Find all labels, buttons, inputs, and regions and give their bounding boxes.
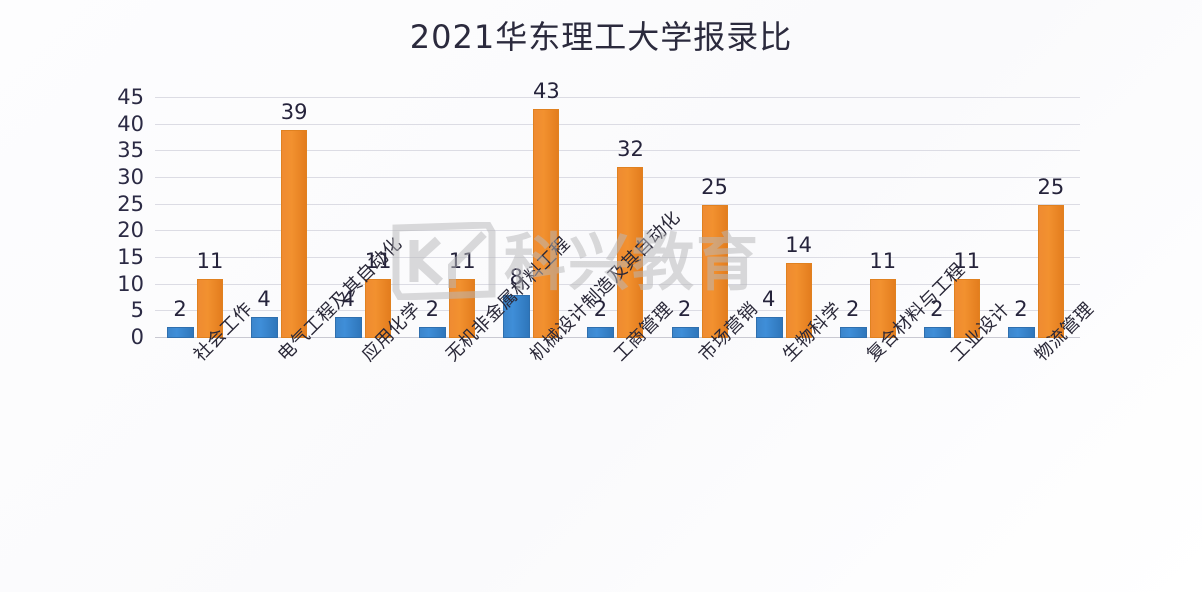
bar-applicants[interactable] [419, 327, 447, 338]
bar-ratio[interactable] [701, 204, 728, 338]
bar-data-label: 39 [280, 100, 308, 124]
bar-data-label: 25 [701, 174, 728, 199]
bar-ratio[interactable] [1037, 204, 1064, 338]
y-axis-tick-label: 20 [117, 218, 144, 243]
bar-data-label: 4 [341, 286, 355, 311]
y-axis-tick-label: 40 [117, 111, 144, 136]
y-axis-tick-label: 10 [117, 271, 144, 296]
bar-ratio[interactable] [197, 279, 223, 338]
bar-data-label: 2 [930, 297, 944, 322]
bar-applicants[interactable] [755, 316, 783, 338]
plot-area: 2 11 4 39 4 11 2 11 8 43 2 32 2 25 4 14 2 11 2 11 2 25 [155, 79, 1080, 338]
chart-title: 2021华东理工大学报录比 [409, 18, 793, 56]
bar-group: 4 39 [239, 98, 323, 338]
bar-applicants[interactable] [251, 316, 279, 338]
bar-applicants[interactable] [587, 327, 615, 338]
y-axis-tick-label: 30 [117, 165, 144, 189]
y-axis-tick-label: 5 [130, 298, 144, 323]
bar-data-label: 2 [846, 297, 860, 322]
bar-applicants[interactable] [167, 327, 194, 338]
bar-group: 2 11 [407, 98, 491, 338]
y-axis-tick-label: 35 [117, 138, 144, 163]
bar-data-label: 2 [677, 297, 692, 322]
bar-group: 2 25 [660, 98, 744, 338]
bar-ratio[interactable] [869, 279, 896, 338]
bar-data-label: 8 [509, 265, 524, 290]
bar-ratio[interactable] [785, 263, 812, 338]
bar-data-label: 2 [593, 297, 608, 322]
bar-data-label: 43 [532, 78, 560, 103]
y-axis-tick-label: 45 [117, 85, 144, 109]
bar-applicants[interactable] [503, 295, 531, 338]
bar-group: 2 32 [575, 98, 659, 338]
bar-ratio[interactable] [617, 167, 644, 338]
bar-group: 4 11 [323, 98, 407, 338]
bar-data-label: 2 [1014, 297, 1028, 322]
y-axis-tick-label: 25 [117, 191, 144, 216]
bar-ratio[interactable] [953, 279, 980, 338]
bar-data-label: 4 [257, 286, 271, 311]
gridline [155, 123, 1080, 125]
bar-data-label: 14 [785, 233, 812, 258]
bar-data-label: 2 [173, 297, 187, 322]
bar-applicants[interactable] [671, 327, 699, 338]
bar-ratio[interactable] [281, 130, 308, 338]
bar-applicants[interactable] [335, 316, 363, 338]
bar-applicants[interactable] [839, 327, 867, 338]
gridline [155, 97, 1080, 98]
y-axis: 0 5 10 15 20 25 30 35 40 45 [0, 85, 150, 349]
bar-data-label: 4 [761, 286, 776, 311]
bar-data-label: 11 [196, 249, 224, 274]
bar-group: 2 11 [912, 98, 996, 338]
bar-data-label: 11 [364, 249, 392, 274]
bar-data-label: 2 [425, 297, 439, 322]
bar-group: 2 11 [828, 98, 912, 338]
bar-applicants[interactable] [1007, 327, 1035, 338]
bar-ratio[interactable] [365, 279, 392, 338]
bar-group: 2 25 [996, 98, 1080, 338]
bar-data-label: 32 [617, 137, 644, 162]
bar-data-label: 11 [869, 249, 897, 274]
bar-group: 2 11 [155, 98, 239, 338]
bar-data-label: 11 [953, 249, 981, 274]
gridline [155, 150, 1080, 152]
bar-data-label: 25 [1037, 174, 1065, 199]
bar-group: 4 14 [744, 98, 828, 338]
bar-ratio[interactable] [533, 108, 560, 338]
bar-applicants[interactable] [923, 327, 951, 338]
y-axis-tick-label: 0 [130, 325, 144, 349]
bar-group: 8 43 [491, 79, 575, 338]
y-axis-tick-label: 15 [117, 245, 144, 269]
bar-data-label: 11 [448, 249, 476, 274]
